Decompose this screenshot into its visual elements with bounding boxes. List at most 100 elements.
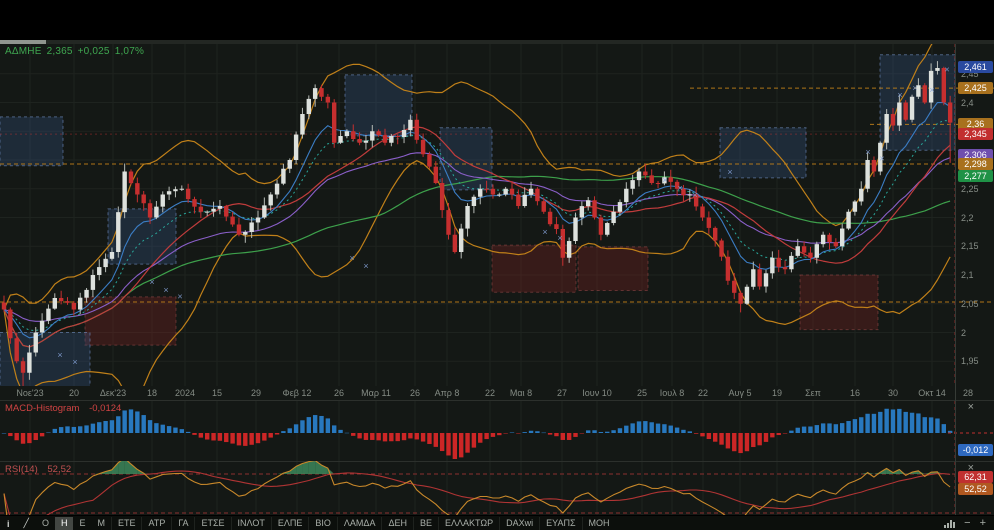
ticker-button[interactable]: ΒΙΟ (308, 517, 337, 530)
time-axis-label: Μαρ 11 (361, 388, 391, 398)
top-black-bar (0, 0, 994, 40)
time-axis-label: 27 (556, 388, 568, 398)
svg-text:×: × (542, 227, 547, 237)
price-badge: 2,461 (958, 61, 993, 74)
price-axis-label: 2,25 (961, 183, 979, 194)
timeframe-button-Η[interactable]: Η (54, 517, 74, 530)
macd-close-icon[interactable]: × (967, 401, 974, 413)
time-axis-label: 26 (409, 388, 421, 398)
time-axis-label: Απρ 8 (434, 388, 460, 398)
line-tool-icon[interactable]: ╱ (23, 518, 29, 528)
rsi-close-icon[interactable]: × (967, 462, 974, 474)
ticker-button[interactable]: ΛΑΜΔΑ (336, 517, 382, 530)
bar-chart-icon[interactable] (944, 519, 956, 528)
ticker-button[interactable]: ΕΤΕ (110, 517, 142, 530)
price-badge: 2,345 (958, 128, 993, 141)
ticker-button[interactable]: ΒΕ (412, 517, 438, 530)
svg-text:×: × (662, 175, 667, 185)
macd-legend: MACD-Histogram -0,0124 (5, 403, 121, 414)
time-axis-label: 30 (887, 388, 899, 398)
price-change: +0,025 (77, 46, 110, 57)
indicator-value-badge: 52,52 (958, 483, 993, 495)
time-axis-label: 18 (146, 388, 158, 398)
svg-text:×: × (865, 147, 870, 157)
time-axis-label: 2024 (174, 388, 196, 398)
price-badge: 2,277 (958, 170, 993, 183)
time-axis-label: Σεπ (805, 388, 821, 398)
svg-text:×: × (944, 65, 949, 75)
timeframe-button-Μ[interactable]: Μ (97, 518, 105, 528)
symbol-name: ΑΔΜΗΕ (5, 46, 42, 57)
symbol-legend[interactable]: ΑΔΜΗΕ 2,365 +0,025 1,07% (5, 46, 149, 57)
price-axis-label: 1,95 (961, 356, 979, 367)
svg-text:×: × (929, 85, 934, 95)
ticker-button[interactable]: ΔΕΗ (381, 517, 413, 530)
price-axis-label: 2,45 (961, 68, 979, 79)
timeframe-button-Ε[interactable]: Ε (79, 518, 86, 528)
price-axis-label: 2,15 (961, 241, 979, 252)
price-axis-label: 2,2 (961, 212, 974, 223)
svg-text:×: × (557, 233, 562, 243)
indicator-value-badge: -0,012 (958, 444, 993, 456)
price-badge: 2,425 (958, 82, 993, 95)
svg-text:×: × (692, 190, 697, 200)
price-axis-label: 2,4 (961, 97, 974, 108)
ticker-button[interactable]: ΑΤΡ (141, 517, 171, 530)
time-axis-label: 15 (211, 388, 223, 398)
time-axis-label: 28 (962, 388, 974, 398)
price-axis-label: 2 (961, 327, 967, 338)
chart-horizontal-scrollbar[interactable] (0, 40, 994, 44)
main-chart-panel: × × × × × × × × × × × × × × × × × × × (0, 44, 994, 386)
time-axis-label: Μαι 8 (509, 388, 533, 398)
zoom-out-button[interactable]: − (964, 517, 971, 529)
macd-panel: MACD-Histogram -0,0124 × (0, 400, 994, 461)
time-axis-label: Δεκ'23 (99, 388, 127, 398)
svg-text:×: × (897, 90, 902, 100)
svg-text:×: × (363, 261, 368, 271)
price-scale[interactable]: 2,452,42,352,32,252,22,152,12,0521,952,4… (955, 44, 994, 515)
ticker-button[interactable]: ΕΥΑΠΣ (539, 517, 581, 530)
ticker-button[interactable]: ΕΤΣΕ (194, 517, 230, 530)
svg-text:×: × (677, 183, 682, 193)
time-axis-label: Ιουλ 8 (659, 388, 685, 398)
price-axis-label: 2,1 (961, 270, 974, 280)
ticker-shortcut-buttons: ΕΤΕ ΑΤΡ ΓΑ ΕΤΣΕ ΙΝΛΟΤ ΕΛΠΕ ΒΙΟ ΛΑΜΔΑ ΔΕΗ ΒΕ ΕΛΛΑΚΤ… (110, 517, 616, 530)
time-axis-label: Οκτ 14 (918, 388, 946, 398)
scrollbar-thumb[interactable] (0, 40, 46, 44)
time-axis-label: Ιουν 10 (582, 388, 612, 398)
svg-text:×: × (163, 285, 168, 295)
time-axis-label: 19 (771, 388, 783, 398)
ticker-button[interactable]: ΓΑ (171, 517, 194, 530)
macd-canvas[interactable] (0, 400, 994, 461)
svg-text:×: × (727, 167, 732, 177)
ticker-button[interactable]: DAXwi (499, 517, 539, 530)
rsi-panel: RSI(14) 52,52 × (0, 461, 994, 515)
time-axis-label: 26 (333, 388, 345, 398)
ticker-button[interactable]: ΕΛΛΑΚΤΩΡ (437, 517, 499, 530)
time-axis[interactable]: Νοε'23 20 Δεκ'23 18 2024 15 29 Φεβ 12 26 Μαρ 11 26… (0, 386, 994, 400)
svg-text:×: × (879, 153, 884, 163)
time-axis-label: 22 (484, 388, 496, 398)
price-badge: 2,36 (958, 118, 993, 131)
svg-text:×: × (177, 291, 182, 301)
timeframe-button-Ο[interactable]: Ο (41, 518, 49, 528)
last-price: 2,365 (46, 46, 73, 57)
ticker-button[interactable]: ΙΝΛΟΤ (230, 517, 271, 530)
rsi-title: RSI(14) (5, 464, 38, 475)
rsi-legend: RSI(14) 52,52 (5, 464, 71, 475)
zoom-in-button[interactable]: + (979, 517, 986, 529)
info-icon[interactable]: i (7, 518, 10, 529)
ticker-button[interactable]: ΕΛΠΕ (270, 517, 309, 530)
macd-title: MACD-Histogram (5, 403, 80, 414)
main-chart-canvas[interactable]: × × × × × × × × × × × × × × × × × × × (0, 44, 994, 386)
price-change-percent: 1,07% (114, 46, 145, 57)
svg-text:×: × (912, 83, 917, 93)
time-axis-label: 16 (849, 388, 861, 398)
svg-text:×: × (57, 350, 62, 360)
rsi-canvas[interactable] (0, 461, 994, 515)
ticker-button[interactable]: ΜΟΗ (581, 517, 616, 530)
time-axis-label: 29 (250, 388, 262, 398)
price-axis-label: 2,05 (961, 298, 979, 309)
